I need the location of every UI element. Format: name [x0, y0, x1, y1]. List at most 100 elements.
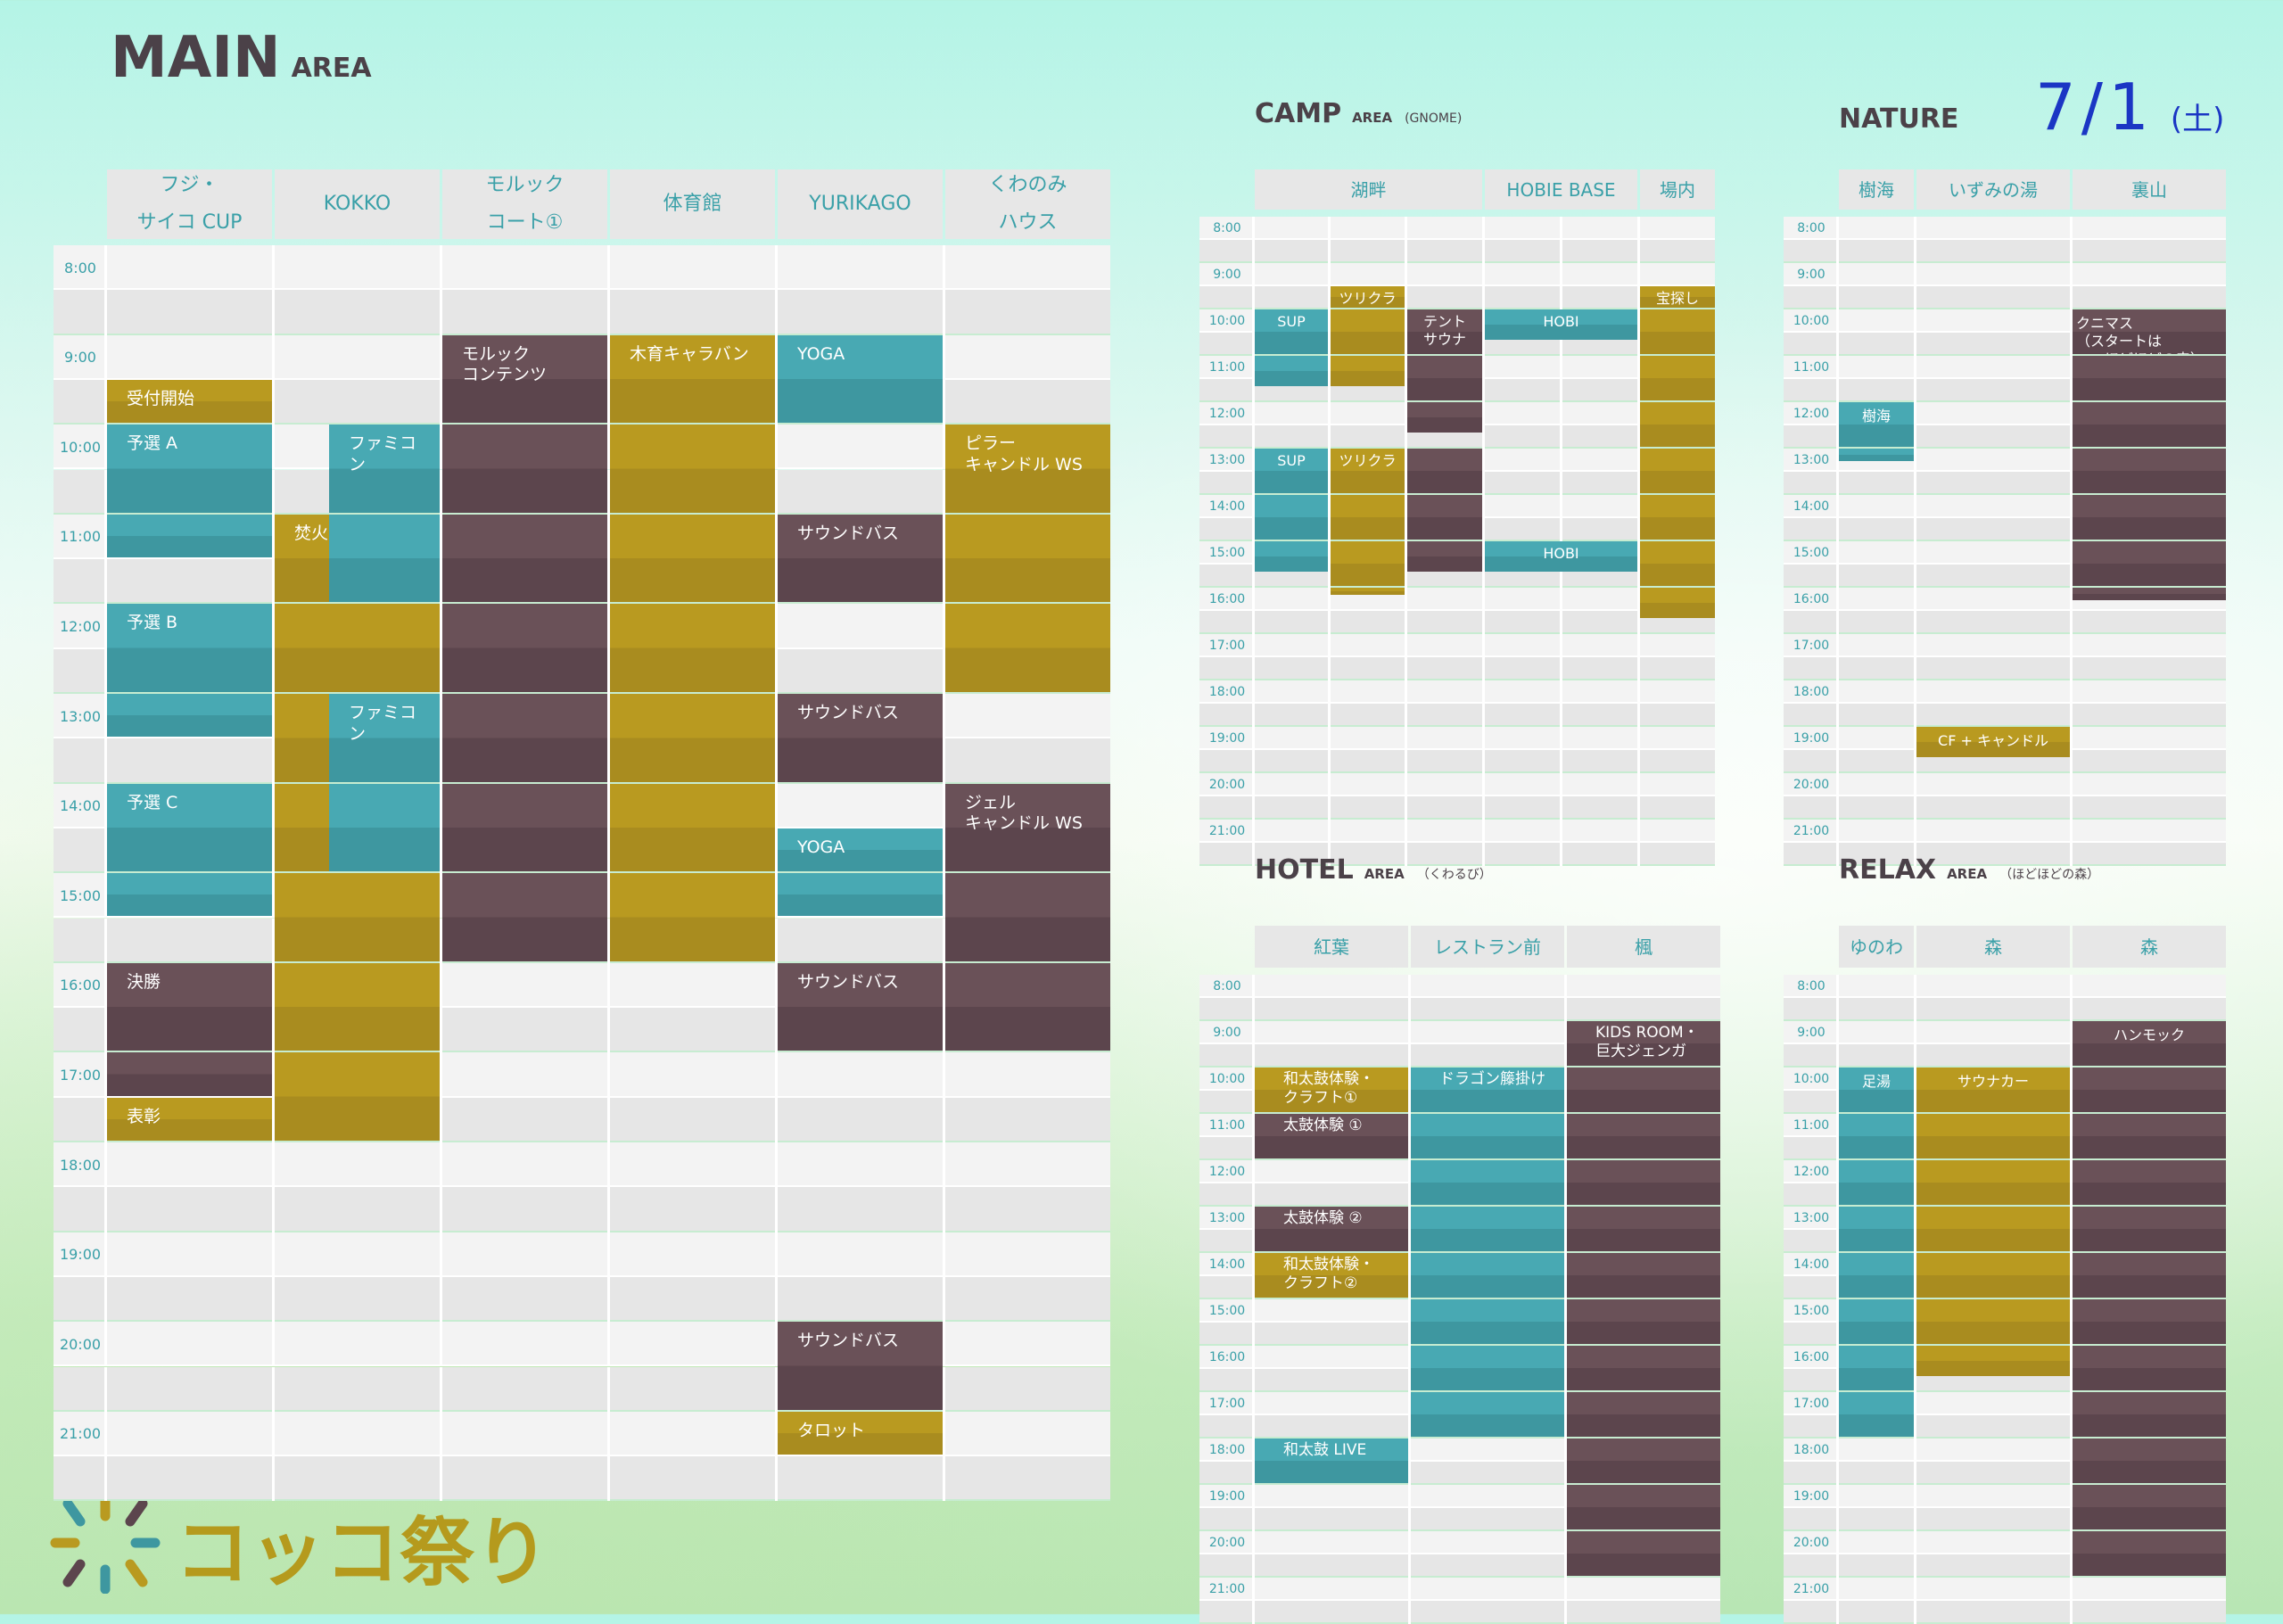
column-divider [2070, 820, 2073, 843]
column-divider [1564, 1554, 1567, 1578]
column-divider [440, 1411, 442, 1457]
column-divider [1482, 425, 1485, 449]
column-divider [1836, 843, 1839, 866]
event-block: 和太鼓体験・ クラフト① [1255, 1068, 1408, 1112]
column-divider [272, 1008, 275, 1053]
column-divider [272, 1232, 275, 1277]
column-divider [607, 873, 610, 919]
hour-label: 16:00 [59, 977, 102, 994]
area-title-sub: (GNOME) [1405, 111, 1463, 126]
column-divider [2070, 1508, 2073, 1531]
column-divider [1914, 472, 1916, 495]
column-divider [1914, 240, 1916, 263]
column-divider [1914, 1114, 1916, 1137]
column-divider [104, 962, 107, 1009]
column-divider [1836, 1207, 1839, 1230]
column-divider [1482, 402, 1485, 425]
column-divider [1914, 773, 1916, 796]
column-divider [943, 559, 945, 605]
column-divider [440, 290, 442, 335]
grid-row [1784, 975, 2226, 998]
column-divider [2070, 1462, 2073, 1485]
column-divider [2070, 1415, 2073, 1439]
column-divider [104, 783, 107, 828]
hour-label: 14:00 [1208, 1257, 1246, 1272]
event-block: 和太鼓体験・ クラフト② [1255, 1253, 1408, 1298]
column-divider [1836, 1531, 1839, 1554]
hour-label: 14:00 [59, 797, 102, 815]
column-divider [1836, 1230, 1839, 1253]
column-divider [1564, 1276, 1567, 1299]
hour-label: 13:00 [1208, 1211, 1246, 1225]
column-divider [1408, 1183, 1411, 1207]
event-block-continued [275, 604, 440, 692]
column-divider [1482, 263, 1485, 286]
column-divider [1405, 843, 1407, 866]
column-divider [1637, 773, 1640, 796]
hour-label: 17:00 [1793, 1397, 1830, 1411]
column-divider [775, 738, 778, 784]
column-divider [1637, 356, 1640, 379]
column-divider [1564, 1415, 1567, 1439]
column-divider [1408, 1601, 1411, 1624]
column-divider [1560, 449, 1562, 472]
event-block-continued [1331, 588, 1405, 596]
column-divider [2070, 998, 2073, 1021]
column-divider [775, 604, 778, 649]
hour-label: 21:00 [1793, 824, 1830, 838]
column-divider [1564, 975, 1567, 998]
venue-header: KOKKO [275, 169, 440, 239]
column-divider [1252, 1531, 1255, 1554]
column-divider [1560, 750, 1562, 773]
column-divider [1637, 425, 1640, 449]
column-divider [272, 738, 275, 784]
column-divider [1564, 1021, 1567, 1044]
event-block-continued [1411, 1114, 1564, 1158]
event-block-continued [1839, 449, 1914, 461]
column-divider [1252, 1044, 1255, 1068]
column-divider [1914, 449, 1916, 472]
hour-label: 20:00 [1793, 778, 1830, 792]
event-block-continued [2073, 1299, 2226, 1344]
area-title-suffix: AREA [291, 53, 372, 84]
column-divider [1836, 1323, 1839, 1346]
column-divider [2070, 634, 2073, 657]
column-divider [104, 828, 107, 874]
venue-header: 湖畔 [1255, 169, 1482, 210]
column-divider [1836, 1253, 1839, 1276]
grid-row [1199, 217, 1715, 240]
event-block-continued [1640, 541, 1715, 586]
column-divider [2070, 541, 2073, 565]
hour-label: 19:00 [1208, 1489, 1246, 1504]
column-divider [1914, 588, 1916, 611]
column-divider [1836, 286, 1839, 309]
column-divider [943, 1052, 945, 1098]
column-divider [2070, 240, 2073, 263]
column-divider [2070, 1578, 2073, 1601]
column-divider [1637, 541, 1640, 565]
column-divider [1482, 565, 1485, 588]
column-divider [2070, 1369, 2073, 1392]
column-divider [272, 918, 275, 963]
column-divider [104, 469, 107, 515]
column-divider [1637, 518, 1640, 541]
column-divider [1405, 680, 1407, 704]
event-block-continued [2073, 1439, 2226, 1483]
column-divider [775, 1366, 778, 1412]
column-divider [1252, 518, 1255, 541]
column-divider [1560, 588, 1562, 611]
column-divider [1564, 1137, 1567, 1160]
column-divider [1328, 727, 1331, 750]
column-divider [1408, 975, 1411, 998]
column-divider [1252, 1276, 1255, 1299]
column-divider [1328, 472, 1331, 495]
event-block: 木育キャラバン [610, 334, 775, 424]
column-divider [1252, 750, 1255, 773]
hour-label: 18:00 [1793, 1443, 1830, 1457]
event-block-continued [1407, 541, 1482, 573]
column-divider [1836, 634, 1839, 657]
column-divider [1408, 1485, 1411, 1508]
column-divider [1328, 680, 1331, 704]
column-divider [1252, 588, 1255, 611]
column-divider [607, 1232, 610, 1277]
